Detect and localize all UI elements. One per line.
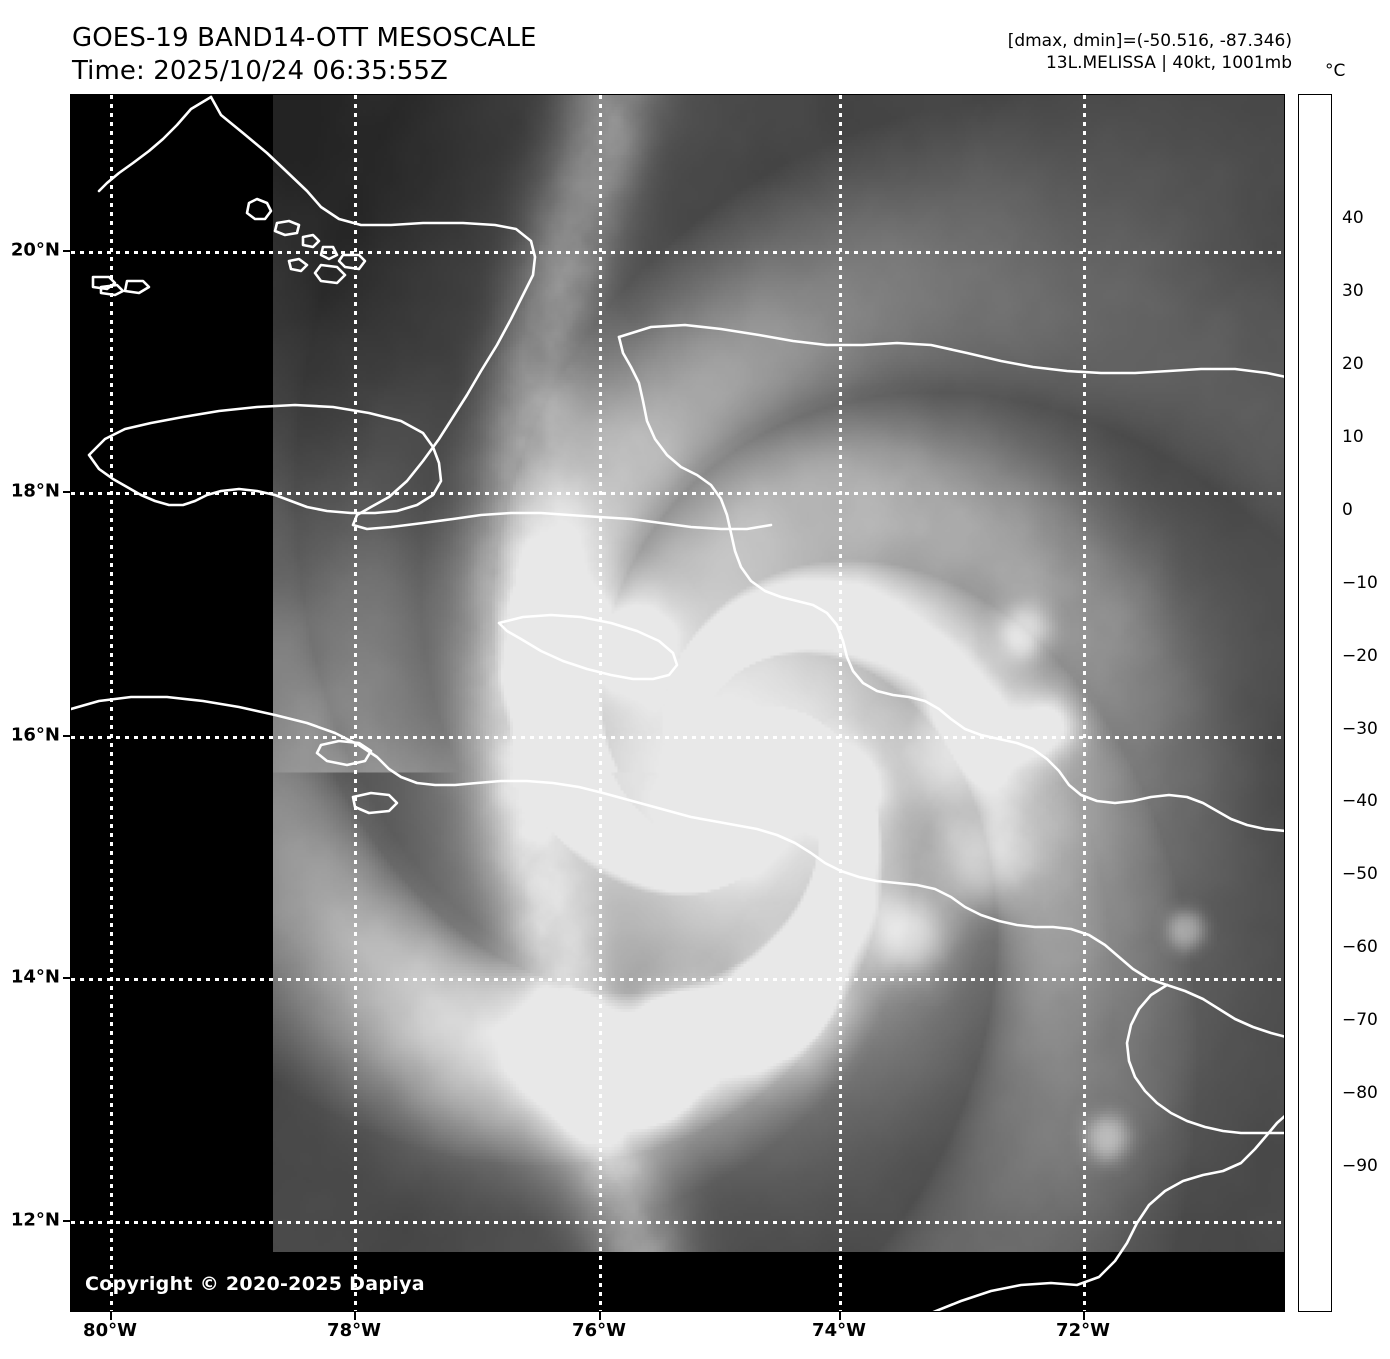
lon-tick-78w: 78°W (327, 1320, 381, 1341)
colorbar-gradient (1299, 95, 1331, 1311)
colorbar-tick-12: −80 (1342, 1083, 1378, 1104)
tickmark-lat-20n (63, 250, 71, 252)
dmax-dmin-label: [dmax, dmin]=(-50.516, -87.346) (1007, 31, 1292, 51)
satellite-image-plot: Copyright © 2020-2025 Dapiya (70, 94, 1285, 1312)
lon-tick-80w: 80°W (83, 1320, 137, 1341)
ir-brightness-temperature-raster (273, 95, 1284, 1252)
colorbar-tick-8: −40 (1342, 791, 1378, 812)
title-block: GOES-19 BAND14-OTT MESOSCALE Time: 2025/… (72, 22, 537, 89)
timestamp-label: Time: 2025/10/24 06:35:55Z (72, 56, 448, 87)
colorbar-tick-9: −50 (1342, 864, 1378, 885)
lat-tick-12n: 12°N (10, 1209, 60, 1231)
colorbar-tick-2: 20 (1342, 353, 1364, 374)
satellite-data-swath (273, 95, 1284, 1252)
tickmark-lon-72w (1083, 1312, 1085, 1320)
tickmark-lat-16n (63, 735, 71, 737)
lon-tick-72w: 72°W (1056, 1320, 1110, 1341)
colorbar-tick-5: −10 (1342, 572, 1378, 593)
colorbar-tick-6: −20 (1342, 645, 1378, 666)
colorbar-tick-3: 10 (1342, 426, 1364, 447)
colorbar-tick-0: 40 (1342, 207, 1364, 228)
lat-tick-14n: 14°N (10, 966, 60, 988)
lat-tick-20n: 20°N (10, 239, 60, 261)
colorbar-tick-11: −70 (1342, 1010, 1378, 1031)
tickmark-lat-14n (63, 977, 71, 979)
tickmark-lon-76w (599, 1312, 601, 1320)
colorbar-tick-10: −60 (1342, 937, 1378, 958)
tickmark-lon-74w (839, 1312, 841, 1320)
copyright-label: Copyright © 2020-2025 Dapiya (85, 1273, 425, 1295)
tickmark-lat-18n (63, 491, 71, 493)
tickmark-lon-80w (110, 1312, 112, 1320)
colorbar-unit-label: °C (1325, 61, 1346, 81)
storm-info-label: 13L.MELISSA | 40kt, 1001mb (1045, 53, 1292, 74)
lat-tick-16n: 16°N (10, 724, 60, 746)
metadata-block: [dmax, dmin]=(-50.516, -87.346) 13L.MELI… (1008, 30, 1292, 74)
colorbar-tick-4: 0 (1342, 499, 1353, 520)
gridline-lon-80w (110, 95, 113, 1311)
lat-tick-18n: 18°N (10, 480, 60, 502)
colorbar-tick-13: −90 (1342, 1156, 1378, 1177)
tickmark-lat-12n (63, 1220, 71, 1222)
temperature-colorbar (1298, 94, 1332, 1312)
lon-tick-76w: 76°W (572, 1320, 626, 1341)
lon-tick-74w: 74°W (812, 1320, 866, 1341)
colorbar-tick-1: 30 (1342, 280, 1364, 301)
page-title: GOES-19 BAND14-OTT MESOSCALE (72, 23, 537, 53)
tickmark-lon-78w (354, 1312, 356, 1320)
colorbar-tick-7: −30 (1342, 718, 1378, 739)
